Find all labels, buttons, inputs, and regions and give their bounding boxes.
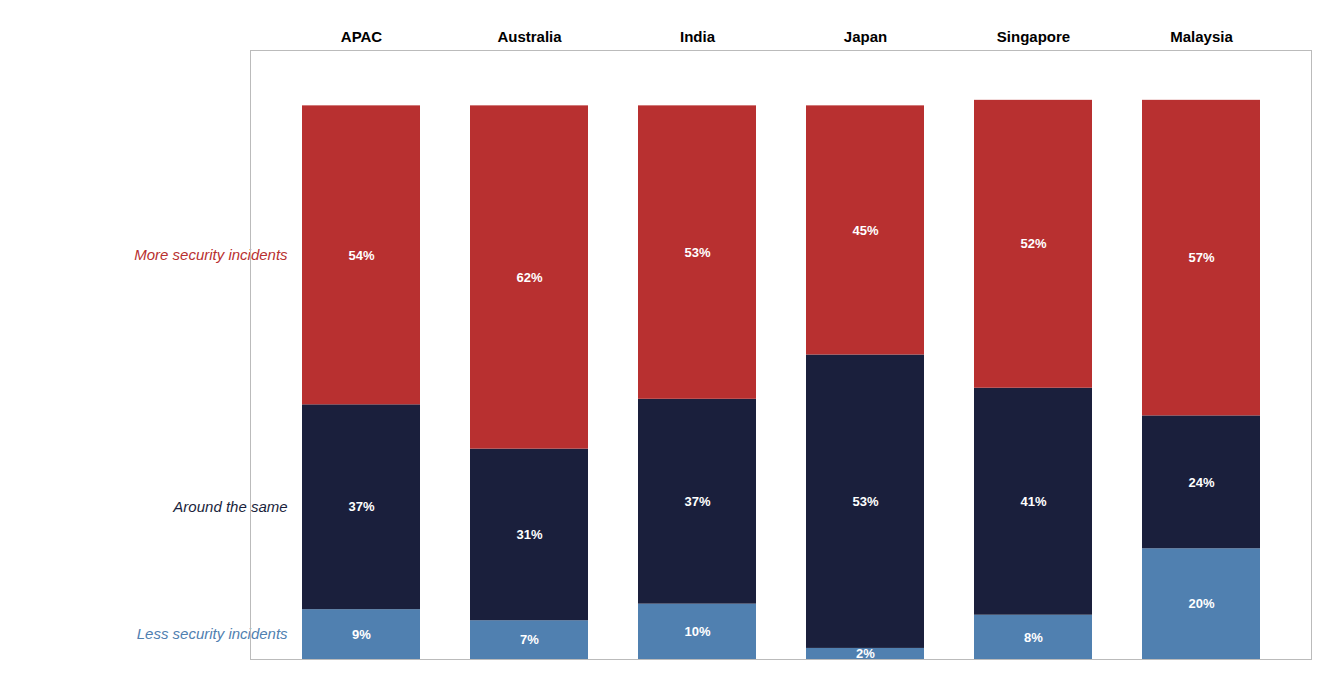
svg-text:37%: 37% xyxy=(348,499,374,514)
svg-text:More security incidents: More security incidents xyxy=(134,246,288,263)
svg-text:10%: 10% xyxy=(684,624,710,639)
svg-text:Malaysia: Malaysia xyxy=(1170,28,1233,45)
svg-text:62%: 62% xyxy=(516,270,542,285)
svg-text:53%: 53% xyxy=(684,245,710,260)
svg-text:31%: 31% xyxy=(516,527,542,542)
svg-text:India: India xyxy=(680,28,716,45)
svg-text:57%: 57% xyxy=(1188,250,1214,265)
svg-text:20%: 20% xyxy=(1188,596,1214,611)
svg-text:7%: 7% xyxy=(520,632,539,647)
svg-text:53%: 53% xyxy=(852,494,878,509)
svg-text:Less security incidents: Less security incidents xyxy=(137,625,288,642)
svg-text:45%: 45% xyxy=(852,223,878,238)
svg-text:Japan: Japan xyxy=(844,28,887,45)
svg-text:52%: 52% xyxy=(1020,236,1046,251)
svg-text:Australia: Australia xyxy=(497,28,562,45)
svg-text:54%: 54% xyxy=(348,248,374,263)
svg-text:41%: 41% xyxy=(1020,494,1046,509)
svg-text:37%: 37% xyxy=(684,494,710,509)
svg-text:Around the same: Around the same xyxy=(172,498,287,515)
svg-text:2%: 2% xyxy=(856,646,875,661)
svg-text:24%: 24% xyxy=(1188,474,1214,489)
svg-text:APAC: APAC xyxy=(341,28,383,45)
svg-text:9%: 9% xyxy=(352,627,371,642)
svg-text:Singapore: Singapore xyxy=(997,28,1070,45)
svg-text:8%: 8% xyxy=(1024,630,1043,645)
